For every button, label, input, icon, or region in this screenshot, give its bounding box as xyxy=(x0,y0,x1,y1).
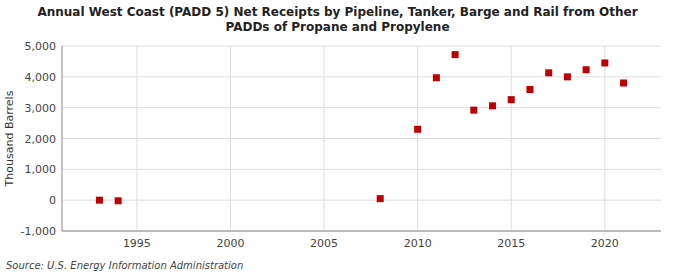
x-tick-label: 2010 xyxy=(404,237,432,250)
y-grid-line xyxy=(62,200,661,201)
x-grid-line xyxy=(604,46,605,231)
y-tick-label: -1,000 xyxy=(21,225,56,238)
point xyxy=(414,126,421,133)
x-tick-label: 2020 xyxy=(591,237,619,250)
y-tick-label: 2,000 xyxy=(25,133,57,146)
point xyxy=(115,197,122,204)
y-grid-line xyxy=(62,138,661,139)
point xyxy=(526,86,533,93)
point xyxy=(377,195,384,202)
point xyxy=(452,51,459,58)
y-tick-label: 0 xyxy=(49,194,56,207)
point xyxy=(470,107,477,114)
x-grid-line xyxy=(136,46,137,231)
y-axis-line xyxy=(62,46,63,231)
y-tick-label: 5,000 xyxy=(25,40,57,53)
source: Source: U.S. Energy Information Administ… xyxy=(6,260,243,271)
x-grid-line xyxy=(417,46,418,231)
points xyxy=(96,51,627,204)
x-grid-line xyxy=(324,46,325,231)
x-tick-label: 2015 xyxy=(497,237,525,250)
y-tick-label: 3,000 xyxy=(25,102,57,115)
x-axis-line xyxy=(62,231,661,232)
y-grid-line xyxy=(62,76,661,77)
y-tick-label: 4,000 xyxy=(25,71,57,84)
y-grid-line xyxy=(62,107,661,108)
y-axis-label: Thousand Barrels xyxy=(3,90,16,187)
title: Annual West Coast (PADD 5) Net Receipts … xyxy=(37,5,637,34)
point xyxy=(489,102,496,109)
x-grid-line xyxy=(230,46,231,231)
y-grid-line xyxy=(62,231,661,232)
chart: Annual West Coast (PADD 5) Net Receipts … xyxy=(0,0,675,275)
y-tick-label: 1,000 xyxy=(25,163,57,176)
point xyxy=(96,197,103,204)
point xyxy=(545,69,552,76)
y-grid-line xyxy=(62,46,661,47)
point xyxy=(601,59,608,66)
x-tick-label: 2000 xyxy=(216,237,244,250)
x-grid-line xyxy=(511,46,512,231)
point xyxy=(433,74,440,81)
grid xyxy=(62,46,661,231)
point xyxy=(564,73,571,80)
x-tick-label: 1995 xyxy=(123,237,151,250)
point xyxy=(508,96,515,103)
x-tick-label: 2005 xyxy=(310,237,338,250)
point xyxy=(620,80,627,87)
y-grid-line xyxy=(62,169,661,170)
point xyxy=(583,66,590,73)
